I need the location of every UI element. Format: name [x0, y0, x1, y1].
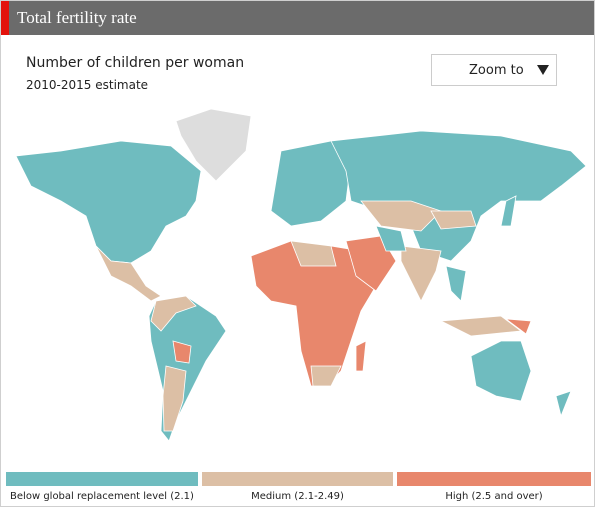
- iran: [375, 225, 407, 252]
- middle-east: [345, 235, 397, 292]
- header: Total fertility rate: [1, 1, 594, 35]
- northern-south-america: [150, 295, 197, 332]
- central-asia: [360, 200, 442, 232]
- greenland: [175, 108, 252, 182]
- legend-swatch: [397, 472, 591, 486]
- papua-new-guinea: [504, 318, 532, 335]
- zoom-label[interactable]: Zoom to: [469, 63, 524, 78]
- north-america: [15, 140, 202, 264]
- legend-label: Below global replacement level (2.1): [10, 491, 194, 502]
- australia: [470, 340, 532, 402]
- india: [400, 245, 442, 302]
- new-zealand: [555, 390, 572, 418]
- madagascar: [355, 340, 367, 372]
- mongolia: [430, 210, 477, 230]
- japan: [500, 195, 517, 227]
- legend-label: High (2.5 and over): [445, 491, 543, 502]
- indonesia: [439, 315, 523, 337]
- zoom-dropdown[interactable]: Zoom to: [431, 54, 557, 86]
- legend-swatch: [202, 472, 393, 486]
- world-map: [15, 108, 587, 442]
- dropdown-arrow[interactable]: [536, 64, 550, 76]
- southeast-asia: [445, 265, 467, 302]
- bolivia: [172, 340, 192, 364]
- legend-swatch: [6, 472, 198, 486]
- africa: [250, 240, 377, 387]
- argentina: [162, 365, 187, 432]
- subtitle: Number of children per woman: [26, 55, 245, 71]
- north-africa: [290, 240, 337, 267]
- header-accent: [1, 1, 9, 35]
- southern-africa: [310, 365, 342, 387]
- title: Total fertility rate: [17, 8, 137, 27]
- note: 2010-2015 estimate: [26, 78, 149, 92]
- legend-label: Medium (2.1-2.49): [251, 491, 344, 502]
- central-america: [95, 245, 162, 302]
